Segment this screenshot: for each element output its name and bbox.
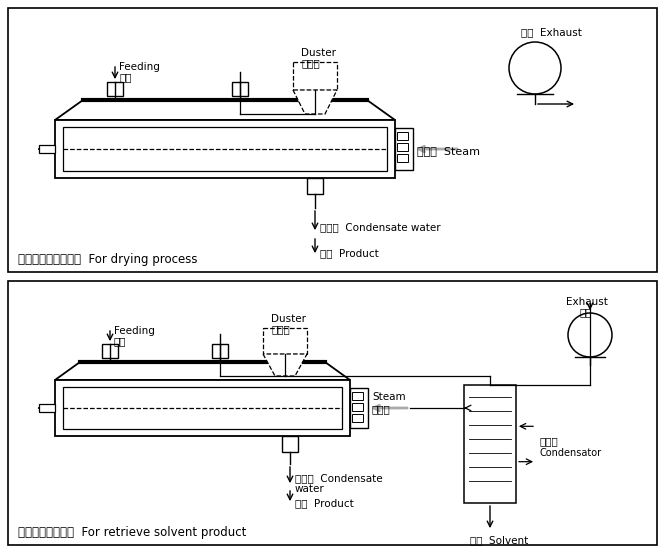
Bar [55, 380, 350, 436]
Bar [397, 132, 408, 140]
Polygon shape [263, 354, 307, 376]
Bar [307, 178, 323, 194]
Bar [263, 328, 307, 354]
Text: Steam: Steam [372, 392, 406, 402]
Bar [282, 436, 298, 452]
Text: Exhaust: Exhaust [566, 297, 608, 307]
Text: 通用产品于干燥流程  For drying process: 通用产品于干燥流程 For drying process [18, 253, 198, 266]
Bar [352, 414, 363, 422]
Text: 放空  Exhaust: 放空 Exhaust [521, 27, 582, 37]
Bar [395, 128, 413, 170]
Text: Condensator: Condensator [540, 448, 602, 458]
Text: 冷凝器: 冷凝器 [540, 436, 559, 446]
Bar [55, 120, 395, 178]
Circle shape [568, 313, 612, 357]
Text: Feeding: Feeding [119, 62, 160, 72]
Bar [8, 8, 657, 272]
Bar [102, 344, 118, 358]
Circle shape [509, 42, 561, 94]
Bar [8, 281, 657, 545]
Text: 水蒸汽: 水蒸汽 [372, 404, 391, 414]
Polygon shape [55, 362, 350, 380]
Text: 放空: 放空 [580, 307, 593, 317]
Text: 加料: 加料 [119, 72, 132, 82]
Bar [352, 392, 363, 400]
Text: water: water [295, 484, 325, 494]
Bar [397, 154, 408, 162]
Bar [39, 145, 55, 153]
Text: 冷凝水  Condensate: 冷凝水 Condensate [295, 473, 382, 483]
Bar [39, 404, 55, 412]
Text: 产品  Product: 产品 Product [295, 498, 354, 508]
Bar [232, 82, 248, 96]
Bar [293, 62, 337, 90]
Polygon shape [55, 100, 395, 120]
Text: 回收溶剂干燥流程  For retrieve solvent product: 回收溶剂干燥流程 For retrieve solvent product [18, 526, 246, 539]
Bar [352, 403, 363, 411]
Text: Duster: Duster [271, 314, 306, 324]
Bar [464, 385, 516, 503]
Bar [397, 143, 408, 151]
Text: 加料: 加料 [114, 336, 126, 346]
Polygon shape [293, 90, 337, 114]
Text: 产品  Product: 产品 Product [320, 248, 379, 258]
Bar [107, 82, 123, 96]
Bar [350, 388, 368, 428]
Text: 收尘器: 收尘器 [301, 58, 320, 68]
Text: 溶剂  Solvent: 溶剂 Solvent [470, 535, 528, 545]
Text: 水蒸气  Steam: 水蒸气 Steam [417, 146, 480, 156]
Text: 冷凝水  Condensate water: 冷凝水 Condensate water [320, 222, 441, 232]
Bar [63, 127, 387, 171]
Text: Duster: Duster [301, 48, 336, 58]
Text: Feeding: Feeding [114, 326, 155, 336]
Bar [212, 344, 228, 358]
Bar [63, 387, 342, 429]
Text: 收尘器: 收尘器 [271, 324, 290, 334]
